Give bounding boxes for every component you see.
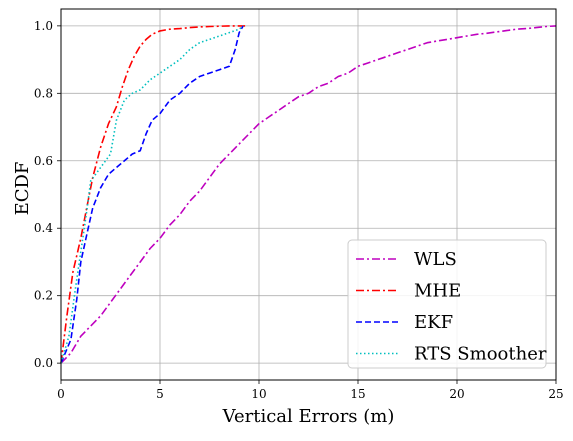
legend: WLS MHE EKF RTS Smoother	[347, 239, 547, 369]
axis-ticks: 0 5 10 15 20 25 0.0 0.2 0.4 0.6 0.8 1.0	[34, 19, 564, 401]
y-tick-label: 1.0	[34, 19, 53, 33]
y-tick-label: 0.4	[34, 221, 53, 235]
legend-label-ekf: EKF	[414, 312, 453, 333]
y-tick-label: 0.2	[34, 289, 53, 303]
x-tick-label: 10	[251, 387, 266, 401]
x-tick-label: 5	[156, 387, 164, 401]
legend-label-mhe: MHE	[414, 281, 461, 302]
x-tick-label: 20	[449, 387, 464, 401]
y-axis-label: ECDF	[12, 162, 33, 216]
series-line-ekf	[60, 25, 244, 364]
series-line-mhe	[60, 25, 246, 364]
legend-label-rts-smoother: RTS Smoother	[414, 344, 547, 365]
series-line-rts-smoother	[60, 25, 244, 364]
y-tick-label: 0.8	[34, 86, 53, 100]
plot-frame	[60, 8, 557, 381]
x-tick-label: 0	[57, 387, 65, 401]
y-tick-label: 0.6	[34, 154, 53, 168]
y-tick-label: 0.0	[34, 356, 53, 370]
legend-label-wls: WLS	[414, 249, 457, 270]
x-tick-label: 15	[350, 387, 365, 401]
series-lines	[60, 25, 557, 364]
x-axis-label: Vertical Errors (m)	[222, 406, 395, 427]
x-tick-label: 25	[548, 387, 563, 401]
series-line-wls	[60, 25, 557, 364]
legend-box	[347, 239, 547, 369]
